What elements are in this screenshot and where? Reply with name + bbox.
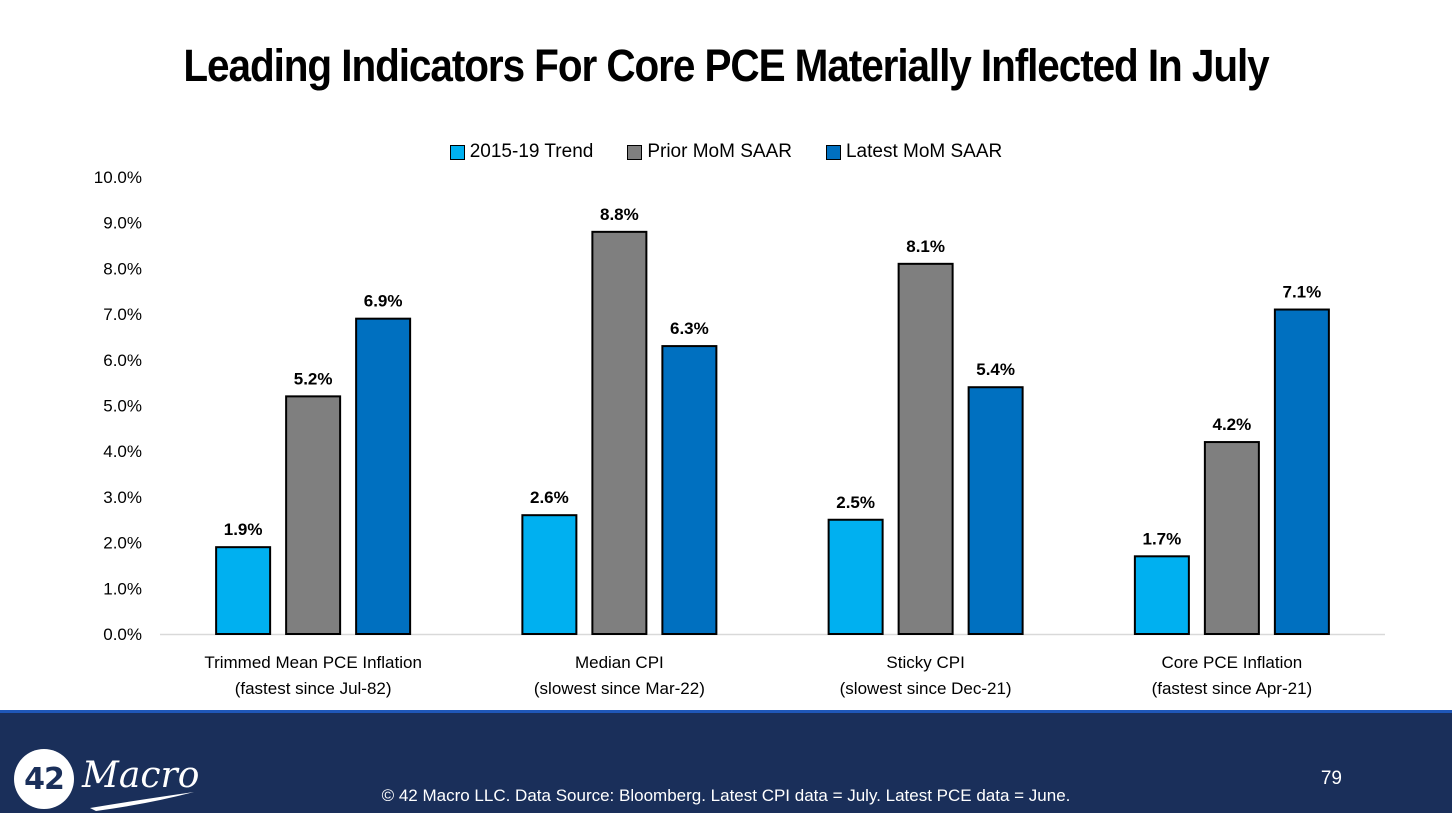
bar [1133, 555, 1190, 635]
bar [521, 514, 578, 635]
data-label: 1.7% [1143, 529, 1182, 548]
x-category-label: (slowest since Dec-21) [840, 679, 1012, 698]
legend-item-latest: Latest MoM SAAR [825, 141, 1003, 163]
company-logo: 42 Macro [14, 749, 200, 811]
x-category-label: (fastest since Jul-82) [235, 679, 392, 698]
data-label: 6.3% [670, 319, 709, 338]
bar-chart: 0.0% 1.0% 2.0% 3.0% 4.0% 5.0% 6.0% 7.0% 8.0% 9.0%… [94, 168, 1385, 698]
chart-legend: 2015-19 Trend Prior MoM SAAR Latest MoM … [0, 141, 1452, 163]
y-tick-label: 4.0% [103, 442, 142, 461]
bar [355, 317, 412, 635]
legend-item-trend: 2015-19 Trend [449, 141, 594, 163]
y-tick-label: 5.0% [103, 397, 142, 416]
x-category-label: (fastest since Apr-21) [1152, 679, 1313, 698]
slide-title: Leading Indicators For Core PCE Material… [183, 40, 1269, 91]
data-label: 6.9% [364, 292, 403, 311]
x-category-label: Median CPI [575, 653, 664, 672]
y-tick-label: 6.0% [103, 351, 142, 370]
logo-word-text: Macro [82, 754, 200, 796]
bar [1273, 308, 1330, 635]
legend-swatch-trend [449, 144, 465, 160]
logo-badge: 42 [14, 749, 74, 809]
x-category-label: Trimmed Mean PCE Inflation [204, 653, 422, 672]
data-label: 1.9% [224, 520, 263, 539]
logo-swoosh-icon [90, 791, 194, 811]
y-tick-label: 10.0% [94, 168, 142, 187]
y-tick-label: 7.0% [103, 305, 142, 324]
bar [827, 518, 884, 635]
bar [1203, 441, 1260, 635]
y-tick-label: 0.0% [103, 625, 142, 644]
data-label: 7.1% [1283, 283, 1322, 302]
y-tick-label: 8.0% [103, 259, 142, 278]
y-tick-label: 1.0% [103, 579, 142, 598]
data-label: 2.6% [530, 488, 569, 507]
legend-label-latest: Latest MoM SAAR [845, 141, 1003, 162]
data-label: 2.5% [836, 493, 875, 512]
y-tick-label: 9.0% [103, 214, 142, 233]
legend-label-trend: 2015-19 Trend [469, 141, 594, 162]
bar [967, 386, 1024, 635]
y-tick-label: 2.0% [103, 534, 142, 553]
data-label: 4.2% [1213, 415, 1252, 434]
bar [285, 395, 342, 635]
logo-wordmark: Macro [82, 754, 200, 811]
legend-item-prior: Prior MoM SAAR [627, 141, 792, 163]
source-footnote: © 42 Macro LLC. Data Source: Bloomberg. … [381, 786, 1071, 805]
data-label: 5.2% [294, 369, 333, 388]
bar [215, 546, 272, 635]
legend-swatch-prior [627, 144, 643, 160]
page-number: 79 [1320, 768, 1342, 789]
data-label: 5.4% [976, 360, 1015, 379]
footer-bar: 42 Macro © 42 Macro LLC. Data Source: Bl… [0, 710, 1452, 813]
x-category-label: Sticky CPI [886, 653, 964, 672]
bar [661, 345, 718, 635]
y-tick-label: 3.0% [103, 488, 142, 507]
bar [591, 230, 648, 635]
x-category-label: (slowest since Mar-22) [534, 679, 705, 698]
legend-swatch-latest [825, 144, 841, 160]
data-label: 8.1% [906, 237, 945, 256]
x-category-label: Core PCE Inflation [1161, 653, 1302, 672]
legend-label-prior: Prior MoM SAAR [647, 141, 792, 162]
bar [897, 262, 954, 635]
data-label: 8.8% [600, 205, 639, 224]
